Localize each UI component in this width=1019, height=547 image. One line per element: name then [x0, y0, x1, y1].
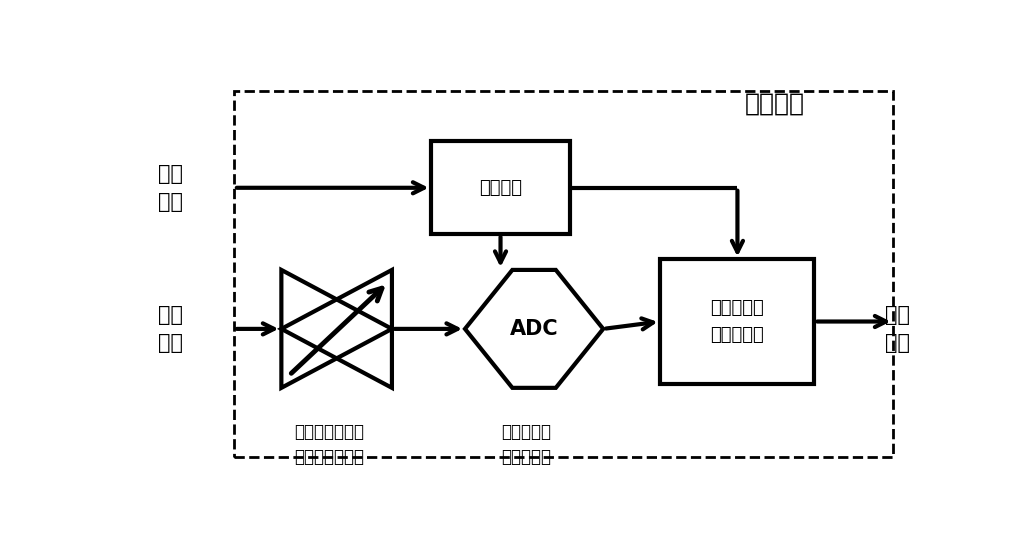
Text: ADC: ADC	[510, 319, 558, 339]
Text: 数字相关采
样合并输出: 数字相关采 样合并输出	[710, 299, 764, 344]
Polygon shape	[465, 270, 603, 388]
Bar	[431, 142, 570, 234]
Text: 折叠循环式
模数转换器: 折叠循环式 模数转换器	[501, 423, 551, 466]
Bar	[234, 91, 894, 457]
Text: 读出电路: 读出电路	[745, 91, 805, 115]
Text: 时钟
信号: 时钟 信号	[158, 164, 183, 212]
Text: 模拟相关采样和
可变增益放大器: 模拟相关采样和 可变增益放大器	[293, 423, 364, 466]
Text: 输入
信号: 输入 信号	[158, 305, 183, 353]
Text: 时序控制: 时序控制	[479, 179, 522, 197]
Bar	[660, 259, 814, 383]
Text: 输出
信号: 输出 信号	[884, 305, 910, 353]
Polygon shape	[281, 270, 392, 388]
